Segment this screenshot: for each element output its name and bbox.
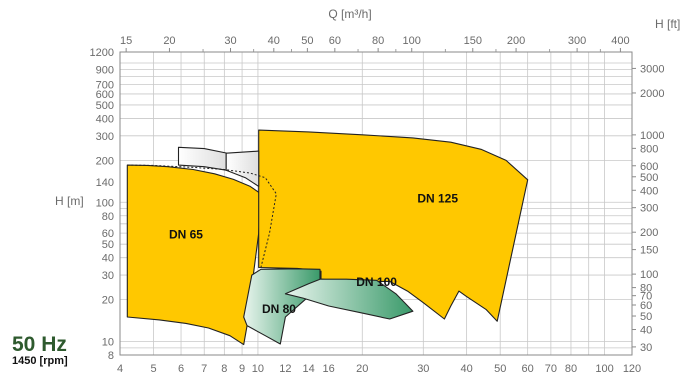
speed-label: 1450 [rpm] <box>12 355 68 367</box>
right-tick-label: 600 <box>640 161 658 173</box>
right-tick-label: 400 <box>640 185 658 197</box>
bottom-tick-label: 100 <box>595 363 613 374</box>
right-tick-label: 500 <box>640 172 658 184</box>
region-label-dn-65: DN 65 <box>169 227 203 241</box>
top-tick-label: 300 <box>568 35 586 47</box>
region-label-dn-80: DN 80 <box>262 302 296 316</box>
bottom-tick-label: 80 <box>565 363 577 374</box>
bottom-tick-label: 120 <box>623 363 641 374</box>
bottom-tick-label: 9 <box>239 363 245 374</box>
series-area-unlabeled-5 <box>225 150 260 187</box>
right-tick-label: 800 <box>640 143 658 155</box>
top-tick-label: 15 <box>120 35 132 47</box>
plot-frame <box>119 51 633 356</box>
left-tick-label: 30 <box>102 270 114 282</box>
series-area-dn-100 <box>284 278 414 320</box>
right-tick-label: 100 <box>640 269 658 281</box>
bottom-tick-label: 70 <box>545 363 557 374</box>
right-tick-label: 200 <box>640 227 658 239</box>
bottom-tick-label: 6 <box>178 363 184 374</box>
bottom-tick-label: 50 <box>494 363 506 374</box>
left-tick-label: 400 <box>96 113 114 125</box>
left-tick-label: 300 <box>96 131 114 143</box>
top-tick-label: 150 <box>464 35 482 47</box>
top-tick-label: 40 <box>268 35 280 47</box>
left-tick-label: 900 <box>96 64 114 76</box>
right-tick-label: 150 <box>640 245 658 257</box>
right-tick-label: 50 <box>640 311 652 323</box>
top-tick-label: 60 <box>329 35 341 47</box>
frequency-label: 50 Hz <box>12 333 67 356</box>
right-tick-label: 300 <box>640 203 658 215</box>
series-area-dn-65 <box>126 164 262 346</box>
bottom-tick-label: 4 <box>117 363 123 374</box>
left-tick-label: 10 <box>102 337 114 349</box>
bottom-tick-label: 8 <box>221 363 227 374</box>
right-tick-label: 70 <box>640 291 652 303</box>
bottom-tick-label: 30 <box>417 363 429 374</box>
left-tick-label: 80 <box>102 211 114 223</box>
top-tick-label: 80 <box>372 35 384 47</box>
left-tick-label: 500 <box>96 100 114 112</box>
bottom-tick-label: 40 <box>460 363 472 374</box>
region-label-dn-100: DN 100 <box>356 275 397 289</box>
top-tick-label: 400 <box>611 35 629 47</box>
left-tick-label: 50 <box>102 239 114 251</box>
area-layer <box>126 129 529 346</box>
region-label-dn-125: DN 125 <box>417 191 458 205</box>
tick-layer: 8102030405060801001402003004005006007009… <box>90 35 665 374</box>
bottom-tick-label: 60 <box>522 363 534 374</box>
left-tick-label: 200 <box>96 155 114 167</box>
right-tick-label: 3000 <box>640 63 664 75</box>
left-tick-label: 60 <box>102 228 114 240</box>
right-tick-label: 60 <box>640 300 652 312</box>
dashed-boundary <box>127 164 277 268</box>
frame-layer <box>119 51 633 356</box>
left-tick-label: 40 <box>102 253 114 265</box>
bottom-tick-label: 16 <box>323 363 335 374</box>
top-tick-label: 50 <box>301 35 313 47</box>
top-tick-label: 200 <box>507 35 525 47</box>
left-tick-label: 20 <box>102 295 114 307</box>
bottom-tick-label: 5 <box>151 363 157 374</box>
left-tick-label: 100 <box>96 197 114 209</box>
left-tick-label: 8 <box>108 350 114 362</box>
top-tick-label: 30 <box>224 35 236 47</box>
top-axis-label: Q [m³/h] <box>328 7 371 21</box>
right-tick-label: 30 <box>640 342 652 354</box>
right-tick-label: 80 <box>640 283 652 295</box>
left-axis-label: H [m] <box>55 194 84 208</box>
top-tick-label: 20 <box>163 35 175 47</box>
left-tick-label: 600 <box>96 89 114 101</box>
bottom-tick-label: 20 <box>356 363 368 374</box>
right-tick-label: 1000 <box>640 130 664 142</box>
right-axis-label: H [ft] <box>655 17 680 31</box>
right-tick-label: 40 <box>640 325 652 337</box>
label-layer: DN 65 DN 125 DN 80 DN 100 <box>169 191 458 316</box>
bottom-tick-label: 12 <box>279 363 291 374</box>
left-tick-label: 140 <box>96 177 114 189</box>
bottom-tick-label: 7 <box>201 363 207 374</box>
bottom-tick-label: 10 <box>252 363 264 374</box>
top-tick-label: 100 <box>403 35 421 47</box>
left-tick-label: 700 <box>96 80 114 92</box>
bottom-tick-label: 14 <box>302 363 314 374</box>
left-tick-label: 1200 <box>90 47 114 59</box>
right-tick-label: 2000 <box>640 88 664 100</box>
